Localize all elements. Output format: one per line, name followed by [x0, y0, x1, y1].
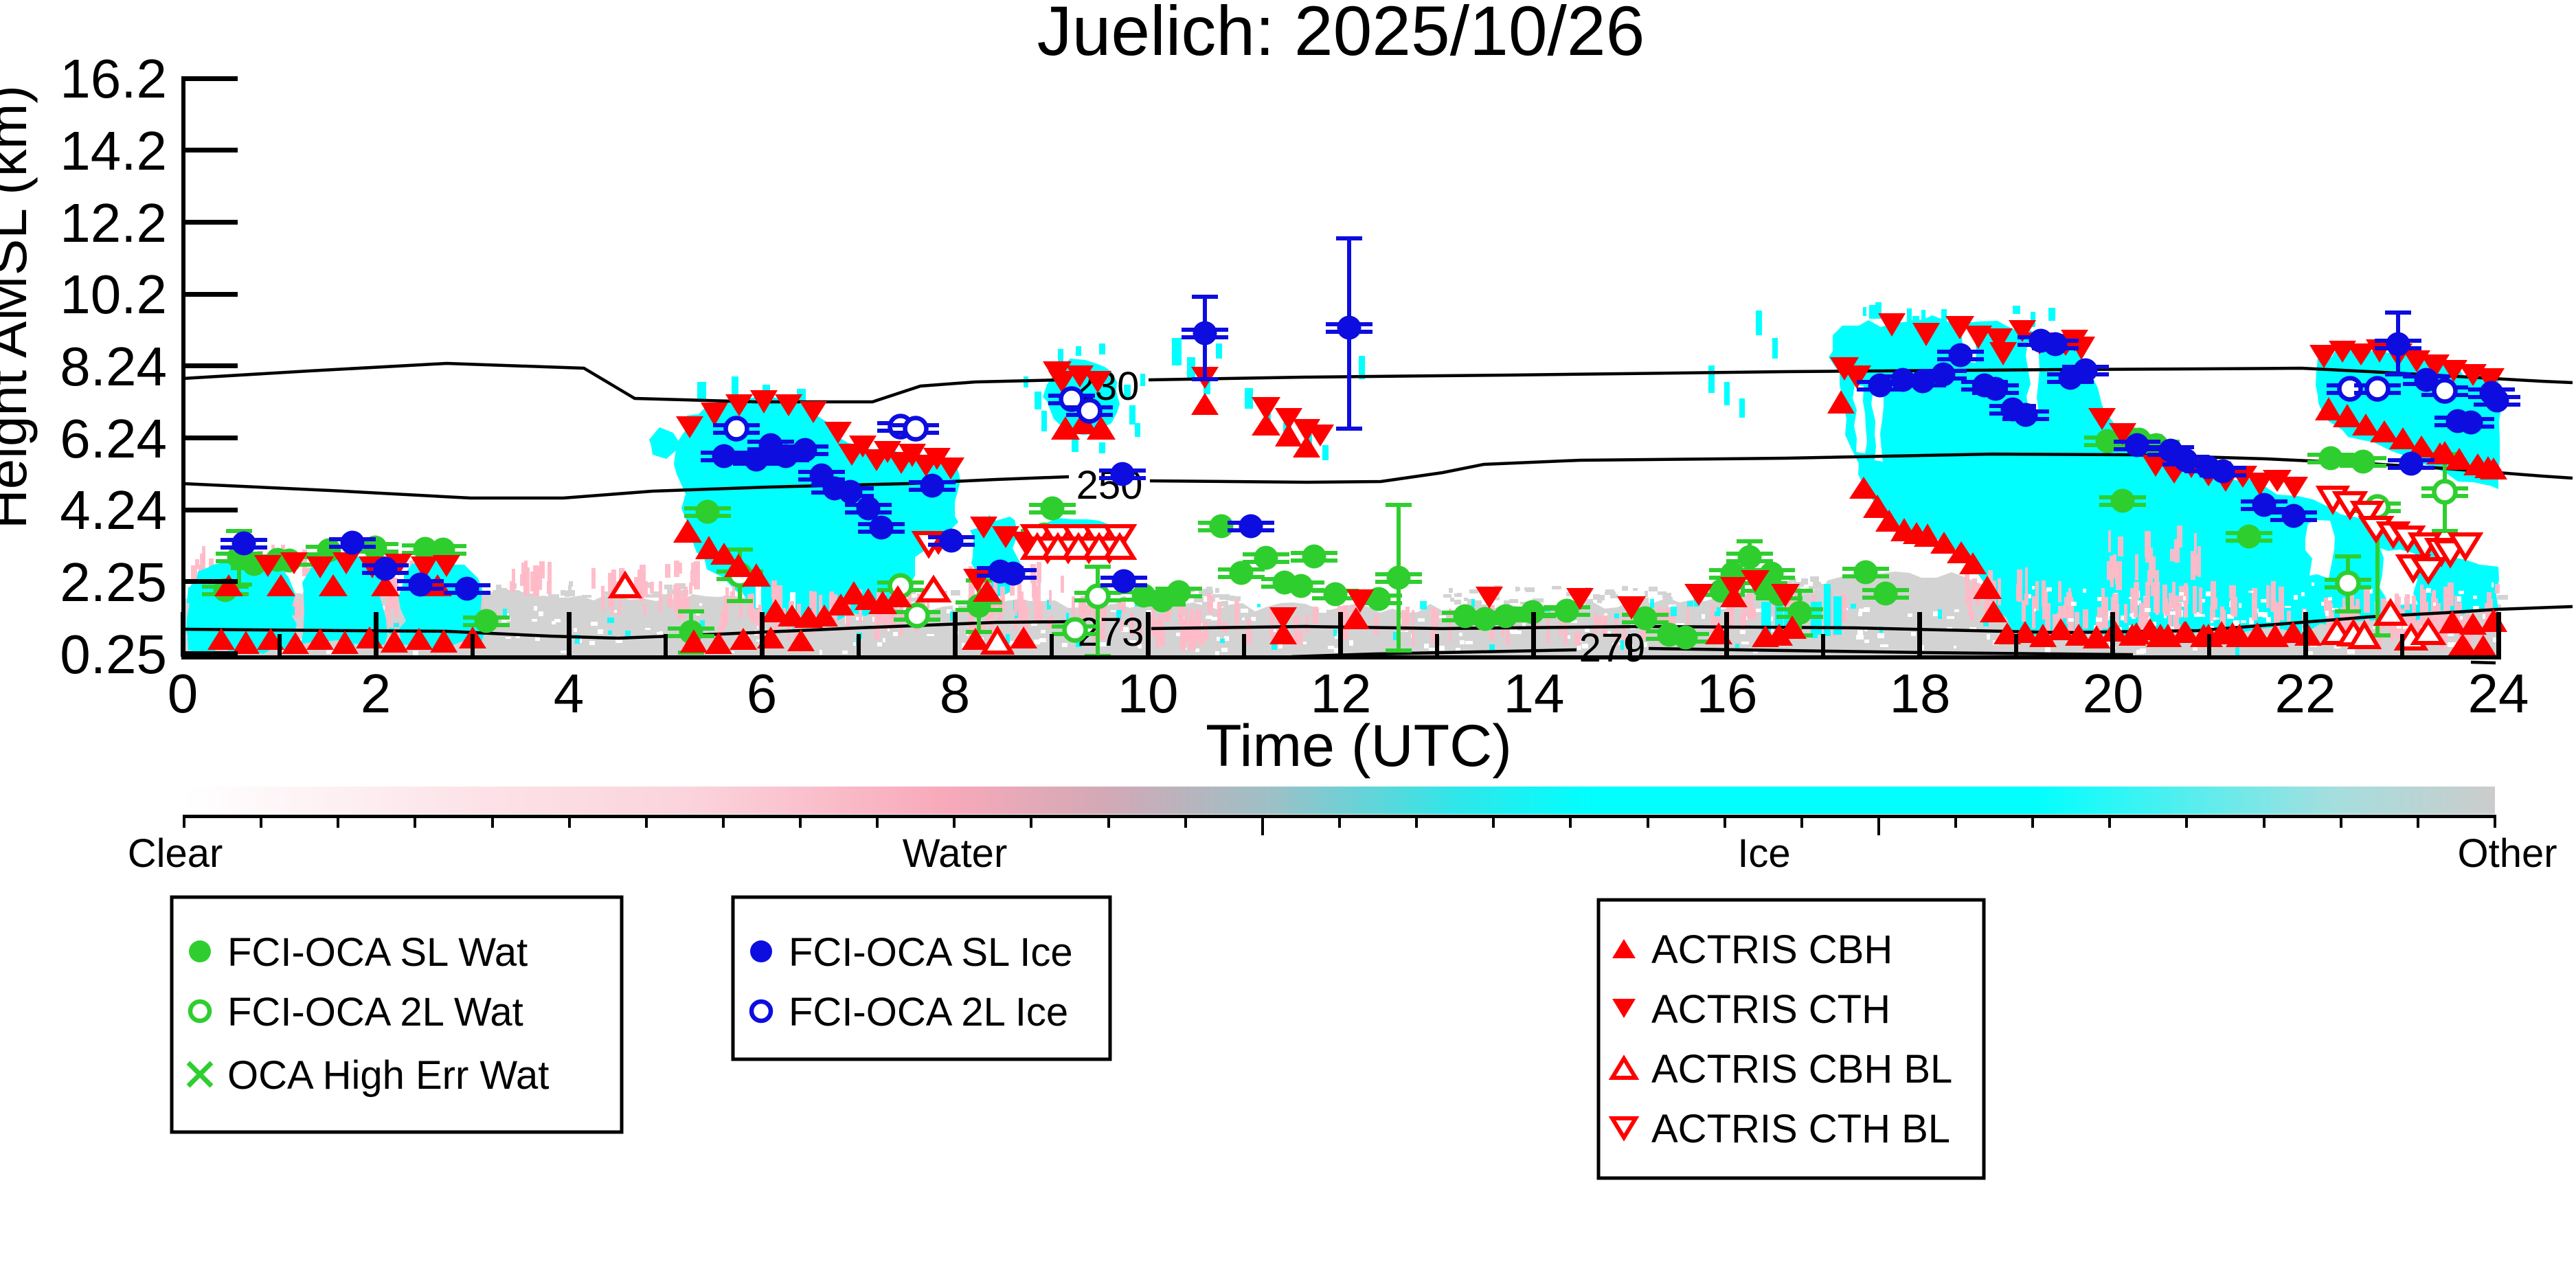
- svg-text:22: 22: [2275, 663, 2336, 724]
- svg-text:ACTRIS CTH: ACTRIS CTH: [1651, 987, 1890, 1032]
- svg-text:18: 18: [1890, 663, 1951, 724]
- svg-text:2: 2: [361, 663, 392, 724]
- svg-text:Water: Water: [903, 831, 1008, 876]
- svg-text:24: 24: [2468, 663, 2529, 724]
- svg-text:6: 6: [747, 663, 778, 724]
- svg-text:Juelich: 2025/10/26: Juelich: 2025/10/26: [1037, 0, 1645, 70]
- svg-text:16.2: 16.2: [60, 48, 167, 109]
- svg-text:4: 4: [554, 663, 585, 724]
- svg-text:FCI-OCA SL Wat: FCI-OCA SL Wat: [227, 930, 528, 975]
- svg-text:Height AMSL (km): Height AMSL (km): [0, 85, 38, 529]
- svg-text:FCI-OCA 2L Ice: FCI-OCA 2L Ice: [789, 990, 1068, 1035]
- svg-text:16: 16: [1697, 663, 1758, 724]
- svg-text:10.2: 10.2: [60, 264, 167, 325]
- svg-text:12: 12: [1311, 663, 1372, 724]
- svg-text:ACTRIS CBH: ACTRIS CBH: [1651, 927, 1893, 972]
- svg-text:14.2: 14.2: [60, 120, 167, 181]
- svg-text:2.25: 2.25: [60, 552, 167, 613]
- svg-text:Other: Other: [2457, 831, 2557, 876]
- svg-text:0: 0: [168, 663, 199, 724]
- svg-text:8: 8: [940, 663, 971, 724]
- svg-text:ACTRIS CTH BL: ACTRIS CTH BL: [1651, 1107, 1950, 1151]
- svg-text:8.24: 8.24: [60, 336, 167, 397]
- svg-text:6.24: 6.24: [60, 408, 167, 469]
- svg-text:14: 14: [1504, 663, 1565, 724]
- svg-text:0.25: 0.25: [60, 624, 167, 685]
- svg-text:FCI-OCA 2L Wat: FCI-OCA 2L Wat: [227, 990, 523, 1035]
- svg-text:10: 10: [1118, 663, 1179, 724]
- svg-text:12.2: 12.2: [60, 192, 167, 253]
- svg-text:OCA High Err Wat: OCA High Err Wat: [227, 1053, 549, 1098]
- svg-text:ACTRIS CBH BL: ACTRIS CBH BL: [1651, 1047, 1952, 1092]
- svg-text:Clear: Clear: [128, 831, 223, 876]
- svg-text:FCI-OCA SL Ice: FCI-OCA SL Ice: [789, 930, 1073, 975]
- svg-text:Time (UTC): Time (UTC): [1206, 713, 1512, 779]
- svg-text:279: 279: [1579, 626, 1646, 670]
- svg-text:4.24: 4.24: [60, 479, 167, 541]
- svg-text:20: 20: [2083, 663, 2144, 724]
- svg-text:Ice: Ice: [1737, 831, 1790, 876]
